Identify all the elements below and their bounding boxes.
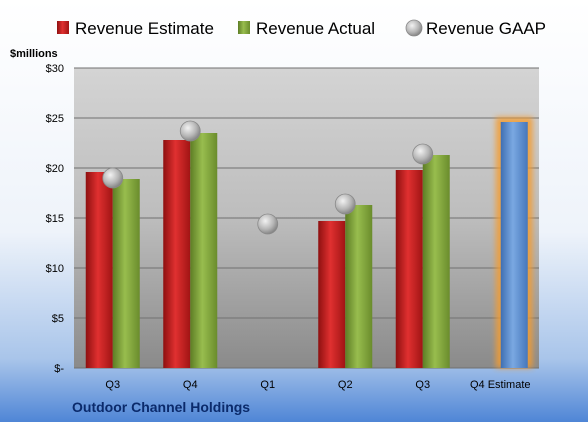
- revenue-estimate-bar: [395, 170, 423, 368]
- revenue-actual-bar: [190, 133, 218, 368]
- x-tick-label: Q4 Estimate: [470, 379, 531, 391]
- x-tick-label: Q1: [260, 379, 275, 391]
- x-tick-label: Q3: [415, 379, 430, 391]
- gaap-markers: [102, 120, 434, 235]
- y-tick-label: $10: [46, 263, 64, 275]
- y-tick-label: $-: [54, 363, 64, 375]
- revenue-gaap-marker: [179, 120, 201, 142]
- revenue-gaap-marker: [334, 193, 356, 215]
- revenue-gaap-marker: [102, 167, 124, 189]
- legend-label: Revenue Estimate: [75, 19, 214, 38]
- y-axis-label: $millions: [10, 48, 58, 60]
- x-axis-ticks: Q3 Q4 Q1 Q2 Q3 Q4 Estimate: [105, 379, 530, 391]
- revenue-estimate-bar: [163, 140, 191, 368]
- revenue-gaap-marker: [412, 143, 434, 165]
- y-tick-label: $20: [46, 163, 64, 175]
- x-tick-label: Q3: [105, 379, 120, 391]
- y-tick-label: $30: [46, 63, 64, 75]
- x-tick-label: Q2: [338, 379, 353, 391]
- legend-swatch: [57, 21, 69, 34]
- legend: Revenue Estimate Revenue Actual Revenue GA…: [57, 19, 546, 38]
- y-tick-label: $15: [46, 213, 64, 225]
- revenue-estimate-bar: [85, 172, 113, 368]
- revenue-estimate-bar: [318, 221, 346, 368]
- revenue-actual-bar: [422, 155, 450, 368]
- gridlines: [74, 67, 539, 369]
- q4-estimate-bar: [500, 122, 528, 368]
- legend-swatch: [238, 21, 250, 34]
- x-tick-label: Q4: [183, 379, 198, 391]
- y-tick-label: $25: [46, 113, 64, 125]
- y-axis-ticks: $- $5 $10 $15 $20 $25 $30: [46, 63, 65, 375]
- legend-label: Revenue GAAP: [426, 19, 546, 38]
- company-name: Outdoor Channel Holdings: [72, 399, 250, 415]
- legend-label: Revenue Actual: [256, 19, 375, 38]
- legend-swatch: [405, 19, 423, 37]
- bars: [85, 117, 533, 368]
- y-tick-label: $5: [52, 313, 64, 325]
- revenue-actual-bar: [112, 179, 140, 368]
- revenue-actual-bar: [345, 205, 373, 368]
- revenue-gaap-marker: [257, 213, 279, 235]
